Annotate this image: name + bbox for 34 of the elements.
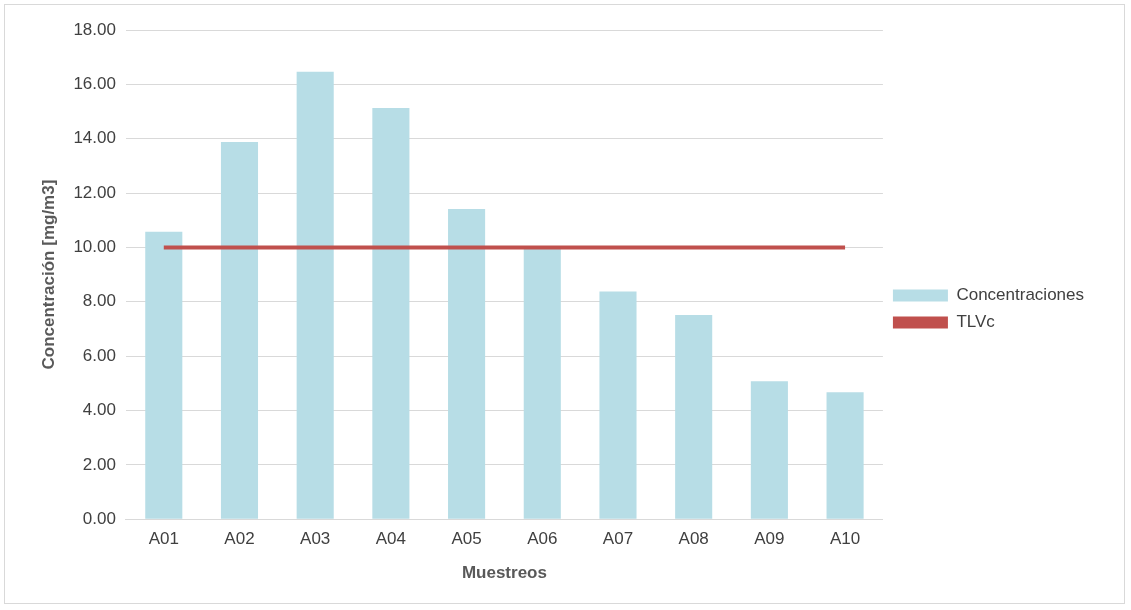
y-tick-label: 10.00 (73, 237, 116, 257)
bar (675, 315, 713, 519)
x-tick-label: A09 (754, 529, 785, 549)
bar (372, 108, 410, 519)
bar (145, 231, 183, 519)
y-tick-label: 4.00 (82, 400, 116, 420)
y-tick-label: 2.00 (82, 454, 116, 474)
y-axis-title: Concentración [mg/m3] (38, 179, 58, 370)
bar (296, 71, 334, 519)
x-tick-label: A08 (678, 529, 709, 549)
y-tick-label: 14.00 (73, 128, 116, 148)
y-tick-label: 0.00 (82, 508, 116, 528)
bar (448, 209, 486, 519)
bar (220, 141, 259, 519)
y-tick-label: 12.00 (73, 182, 116, 202)
x-tick-label: A10 (829, 529, 861, 549)
legend-label: Concentraciones (956, 285, 1084, 305)
x-tick-label: A06 (527, 529, 558, 549)
y-tick-label: 16.00 (73, 74, 116, 94)
bar (523, 248, 561, 519)
y-tick-label: 18.00 (73, 19, 116, 39)
bar (826, 392, 864, 519)
bar (599, 291, 637, 519)
y-tick-label: 8.00 (82, 291, 116, 311)
x-tick-label: A01 (148, 529, 179, 549)
legend-label: TLVc (956, 312, 996, 332)
x-tick-label: A02 (224, 529, 255, 549)
x-tick-label: A04 (375, 529, 407, 549)
x-tick-label: A07 (602, 529, 634, 549)
bar (750, 381, 788, 519)
y-tick-label: 6.00 (82, 345, 116, 365)
x-tick-label: A05 (451, 529, 482, 549)
x-tick-label: A03 (300, 529, 331, 549)
x-axis-title: Muestreos (461, 563, 547, 583)
